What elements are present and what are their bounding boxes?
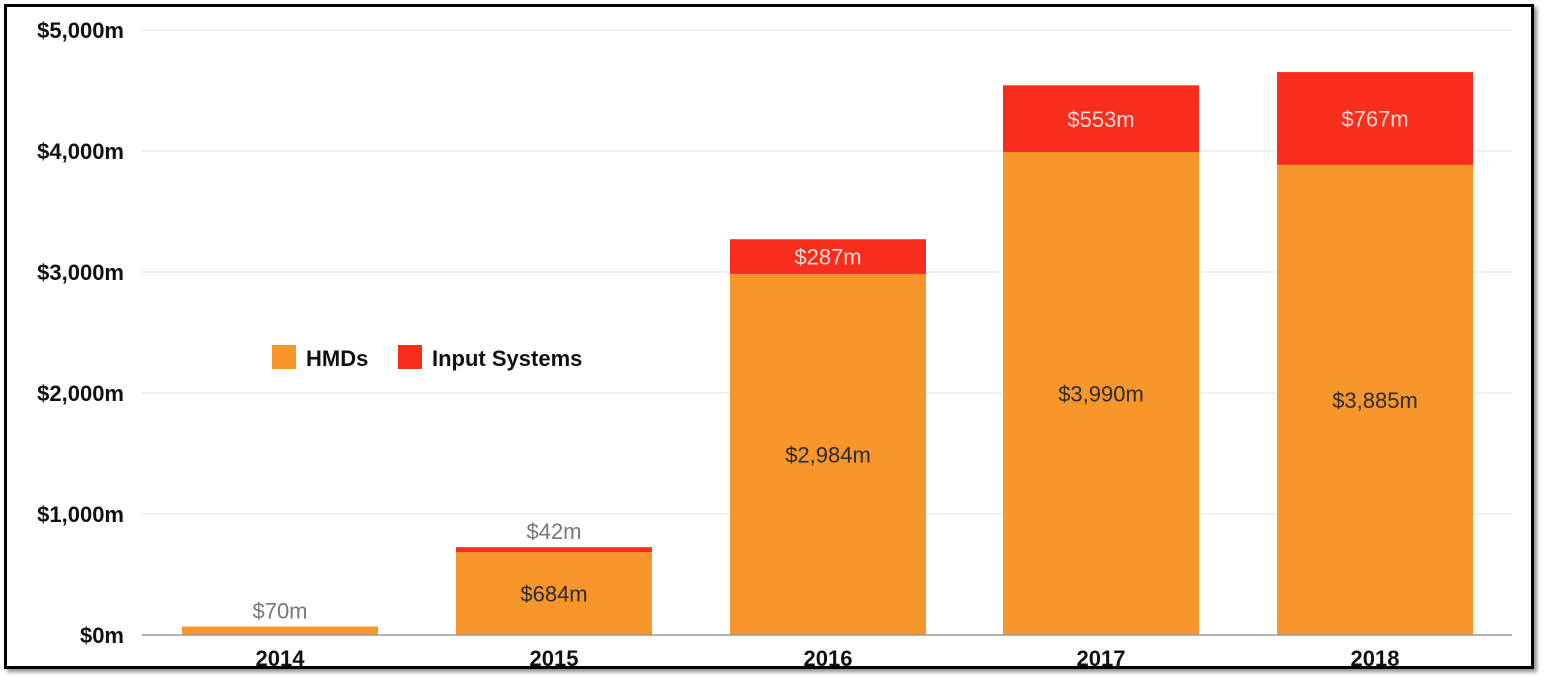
legend-label-input-systems: Input Systems bbox=[432, 346, 582, 371]
y-tick-label: $0m bbox=[80, 623, 124, 648]
data-label-input-systems-2016: $287m bbox=[794, 245, 861, 270]
bars bbox=[182, 72, 1473, 636]
x-tick-label-2018: 2018 bbox=[1351, 646, 1400, 671]
data-label-input-systems-2018: $767m bbox=[1341, 107, 1408, 132]
bar-hmds-2014 bbox=[182, 626, 378, 635]
x-tick-label-2015: 2015 bbox=[530, 646, 579, 671]
y-tick-label: $5,000m bbox=[37, 18, 124, 43]
y-tick-label: $1,000m bbox=[37, 502, 124, 527]
data-labels: $70m $684m $42m $2,984m $287m $3,990m $553m $3,… bbox=[252, 107, 1417, 624]
data-label-input-systems-2015: $42m bbox=[526, 519, 581, 544]
legend: HMDs Input Systems bbox=[272, 345, 582, 371]
data-label-hmds-2018: $3,885m bbox=[1332, 388, 1418, 413]
legend-swatch-input-systems bbox=[398, 345, 422, 369]
bar-hmds-2016 bbox=[730, 273, 926, 635]
y-axis-ticks: $0m $1,000m $2,000m $3,000m $4,000m $5,000m bbox=[37, 18, 124, 648]
data-label-hmds-2017: $3,990m bbox=[1058, 382, 1144, 407]
bar-hmds-2018 bbox=[1277, 164, 1473, 636]
x-tick-label-2016: 2016 bbox=[804, 646, 853, 671]
data-label-hmds-2015: $684m bbox=[520, 582, 587, 607]
x-axis-ticks: 2014 2015 2016 2017 2018 bbox=[256, 646, 1400, 671]
bar-hmds-2015 bbox=[456, 552, 652, 635]
y-tick-label: $2,000m bbox=[37, 381, 124, 406]
legend-label-hmds: HMDs bbox=[306, 346, 368, 371]
x-tick-label-2017: 2017 bbox=[1077, 646, 1126, 671]
data-label-hmds-2014: $70m bbox=[252, 599, 307, 624]
x-tick-label-2014: 2014 bbox=[256, 646, 306, 671]
data-label-input-systems-2017: $553m bbox=[1067, 107, 1134, 132]
y-tick-label: $3,000m bbox=[37, 260, 124, 285]
bar-input-systems-2015 bbox=[456, 547, 652, 553]
data-label-hmds-2016: $2,984m bbox=[785, 442, 871, 467]
legend-swatch-hmds bbox=[272, 345, 296, 369]
bar-hmds-2017 bbox=[1003, 152, 1199, 635]
bar-input-systems-2017 bbox=[1003, 85, 1199, 153]
y-tick-label: $4,000m bbox=[37, 139, 124, 164]
bar-input-systems-2016 bbox=[730, 239, 926, 274]
bar-input-systems-2018 bbox=[1277, 72, 1473, 165]
